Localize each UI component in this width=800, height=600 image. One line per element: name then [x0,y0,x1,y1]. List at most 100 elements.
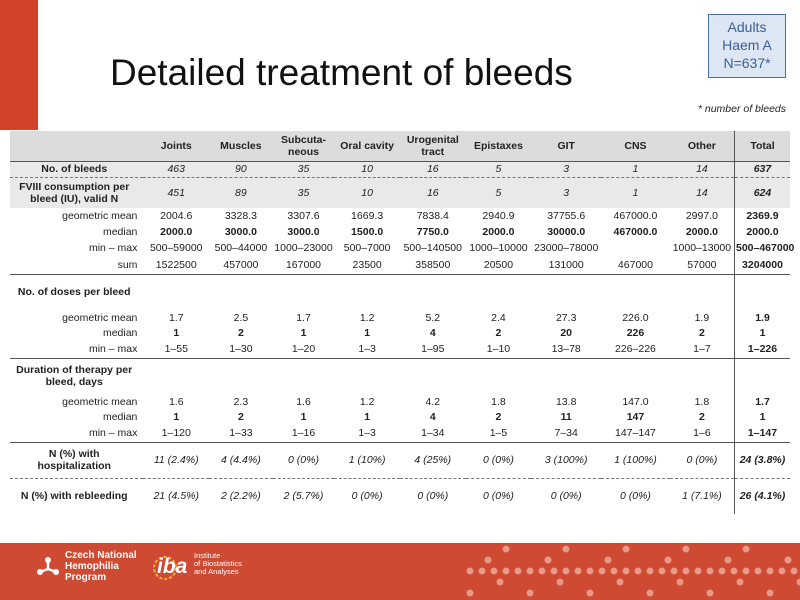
table-cell: 0 (0%) [531,477,602,514]
table-cell: 4 (4.4%) [209,441,273,478]
table-cell: 457000 [223,258,259,271]
table-cell: 2000.0 [482,226,515,238]
iba-line: Institute [194,551,221,560]
info-box-line: Adults [727,19,767,35]
table-row-fviii-median: median 2000.0 3000.0 3000.0 1500.0 7750.0 2000… [10,224,790,240]
table-cell: 1.7 [733,394,790,410]
table-cell: 1522500 [155,258,197,271]
table-row-fviii-valid: FVIII consumption per bleed (IU), valid … [10,176,790,208]
table-cell: 2369.9 [733,208,790,224]
table-cell: 14 [669,176,735,208]
table-cell: 1–7 [693,342,711,355]
iba-line: of Biostatistics [194,559,242,568]
table-cell: 500–467000 [733,240,795,256]
table-cell: 1 (7.1%) [669,477,735,514]
table-cell [531,273,602,310]
table-cell: 1–55 [164,342,188,355]
table-cell: 21 (4.5%) [143,477,210,514]
info-box: Adults Haem A N=637* [708,14,786,78]
table-row-duration-median: median 1 2 1 1 4 2 11 147 2 1 [10,410,790,424]
table-row-hosp: N (%) with hospitalization 11 (2.4%) 4 (4.… [10,441,790,478]
table-cell: 1.8 [491,396,506,408]
table-cell: 3204000 [733,256,790,274]
table-cell: 1 [364,327,371,339]
table-cell: 1000–10000 [469,242,528,254]
table-cell: 35 [272,160,335,177]
table-cell: 1 (100%) [601,441,670,478]
table-cell: 0 (0%) [601,477,670,514]
table-cell: 23000–78000 [534,242,599,254]
table-cell: 0 (0%) [465,477,532,514]
row-label: min – max [88,242,138,254]
table-cell: 1 [300,327,307,339]
table-cell: 1 [733,326,790,340]
table-cell: 35 [272,176,335,208]
table-cell: 2 [698,411,705,423]
table-cell [601,273,670,310]
table-cell: 1.6 [168,396,184,408]
row-label: FVIII consumption per bleed (IU), valid … [10,176,144,208]
row-label: geometric mean [62,396,138,408]
info-box-line: Haem A [722,37,772,53]
table-cell: 1.6 [296,396,311,408]
col-header: Subcuta-neous [281,133,326,158]
table-cell [143,357,210,394]
col-header: CNS [624,139,647,152]
table-cell: 500–7000 [343,242,391,254]
table-cell: 2000.0 [685,226,718,238]
table-cell: 1–30 [229,342,253,355]
table-cell: 30000.0 [547,226,586,238]
col-header: Muscles [220,139,262,152]
row-label: median [102,226,138,238]
table-cell: 5 [465,160,532,177]
table-cell: 467000.0 [613,226,658,238]
row-label: geometric mean [62,210,138,222]
row-label: min – max [88,342,138,355]
table-cell: 23500 [352,258,382,271]
iba-logo-text: iba [157,555,188,578]
table-cell: 10 [334,160,400,177]
table-cell: 3 [531,160,602,177]
table-cell: 1 [601,160,670,177]
table-row-fviii-geo: geometric mean 2004.6 3328.3 3307.6 1669.3 78… [10,208,790,224]
table-cell: 1.8 [694,396,710,408]
table-cell: 89 [209,176,273,208]
table-cell: 637 [733,160,790,177]
table-row-no-bleeds: No. of bleeds 463 90 35 10 16 5 3 1 14 637 [10,160,790,177]
table-cell: 1500.0 [351,226,384,238]
table-cell: 2 [237,327,244,339]
table-cell: 1 [601,176,670,208]
table-cell: 2 (2.2%) [209,477,273,514]
table-cell: 0 (0%) [399,477,466,514]
table-cell: 1 [733,410,790,424]
table-row-duration-header: Duration of therapy per bleed, days [10,357,790,394]
table-cell: 24 (3.8%) [733,441,790,478]
table-cell: 14 [669,160,735,177]
table-cell: 3307.6 [287,210,320,222]
table-cell: 2000.0 [733,224,790,240]
table-cell [531,357,602,394]
table-cell: 1 [173,411,180,423]
col-header: Epistaxes [473,139,523,152]
table-cell: 2 [495,411,502,423]
table-cell: 624 [733,176,790,208]
cnhp-line: Czech National [65,550,137,561]
row-label: geometric mean [62,312,138,324]
table-cell: 1 [300,411,307,423]
table-cell: 7–34 [554,426,578,439]
iba-line: and Analyses [194,567,239,576]
table-cell: 0 (0%) [465,441,532,478]
cnhp-line: Program [65,572,107,583]
table-cell: 4.2 [425,396,441,408]
table-row-rebleed: N (%) with rebleeding 21 (4.5%) 2 (2.2%) 2 … [10,477,790,514]
table-cell: 1–6 [693,426,711,439]
table-cell: 1.7 [296,312,311,324]
iba-subtitle: Institute of Biostatistics and Analyses [194,552,242,576]
table-cell: 1–226 [733,340,790,358]
row-label: N (%) with hospitalization [10,441,144,478]
table-cell: 1–120 [161,426,191,439]
table-cell: 1–10 [486,342,511,355]
table-row-fviii-sum: sum 1522500 457000 167000 23500 358500 20500 13… [10,256,790,274]
table-cell: 3328.3 [224,210,257,222]
table-cell: 1000–13000 [672,242,732,254]
